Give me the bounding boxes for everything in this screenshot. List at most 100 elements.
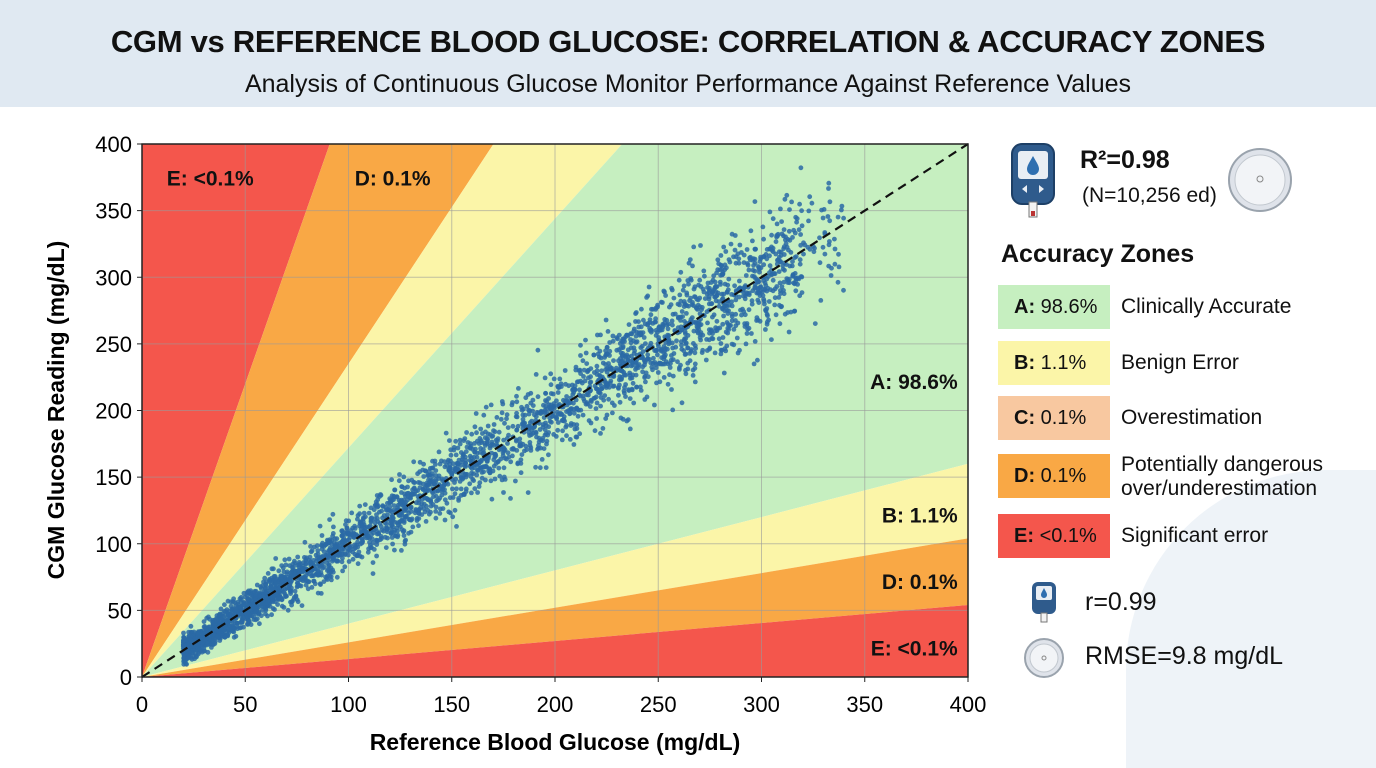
scatter-point (455, 445, 461, 451)
scatter-point (631, 400, 637, 406)
scatter-point (551, 401, 557, 406)
scatter-point (697, 277, 703, 283)
scatter-point (559, 437, 565, 443)
scatter-point (350, 549, 355, 555)
scatter-point (516, 386, 521, 391)
scatter-point (346, 547, 351, 552)
scatter-point (517, 443, 523, 449)
scatter-point (662, 317, 668, 322)
scatter-point (453, 452, 459, 458)
scatter-point (711, 273, 717, 279)
scatter-point (645, 352, 651, 358)
scatter-point (687, 298, 692, 303)
scatter-point (762, 301, 767, 307)
scatter-point (716, 261, 722, 267)
scatter-point (628, 345, 634, 351)
scatter-point (389, 477, 394, 483)
scatter-point (499, 410, 505, 416)
scatter-point (492, 429, 498, 435)
scatter-point (563, 381, 568, 387)
scatter-point (668, 302, 674, 307)
scatter-point (574, 434, 580, 440)
scatter-point (782, 196, 788, 202)
scatter-point (472, 424, 478, 430)
scatter-point (549, 406, 554, 412)
scatter-point (821, 207, 827, 212)
scatter-point (321, 549, 327, 554)
scatter-point (669, 318, 675, 324)
scatter-point (646, 284, 652, 290)
scatter-point (665, 332, 671, 338)
scatter-point (699, 350, 705, 355)
scatter-point (504, 456, 509, 462)
scatter-point (408, 529, 414, 535)
scatter-point (781, 291, 787, 297)
scatter-point (792, 255, 798, 260)
scatter-point (355, 552, 360, 558)
scatter-point (279, 563, 285, 568)
scatter-point (661, 375, 667, 380)
scatter-point (718, 351, 724, 357)
scatter-point (811, 249, 817, 255)
scatter-point (283, 562, 289, 568)
scatter-point (776, 254, 782, 260)
scatter-point (472, 486, 478, 492)
scatter-point (481, 412, 487, 418)
scatter-point (323, 542, 329, 548)
scatter-point (533, 464, 538, 470)
scatter-point (455, 461, 461, 466)
scatter-point (408, 504, 414, 510)
rmse-value: RMSE=9.8 mg/dL (1085, 642, 1284, 670)
scatter-point (367, 539, 372, 545)
scatter-point (826, 180, 832, 186)
scatter-point (835, 214, 841, 220)
scatter-point (388, 520, 393, 526)
scatter-point (334, 574, 340, 580)
scatter-point (799, 208, 804, 214)
sample-size: (N=10,256 ed) (1082, 184, 1217, 207)
scatter-point (786, 329, 792, 335)
scatter-point (494, 441, 499, 447)
scatter-point (358, 541, 363, 547)
scatter-point (375, 504, 380, 510)
scatter-point (539, 457, 545, 462)
legend-item-c: C: 0.1% Overestimation (998, 396, 1368, 440)
scatter-point (832, 246, 838, 252)
scatter-point (256, 592, 262, 598)
scatter-point (751, 361, 757, 367)
scatter-point (281, 605, 287, 610)
scatter-point (786, 247, 791, 253)
scatter-point (670, 407, 676, 413)
scatter-point (501, 465, 507, 471)
legend-item-a: A: 98.6% Clinically Accurate (998, 285, 1368, 329)
scatter-point (644, 295, 649, 300)
scatter-point (776, 269, 782, 274)
scatter-point (391, 530, 396, 535)
scatter-point (720, 321, 726, 327)
scatter-point (542, 427, 548, 433)
scatter-point (703, 357, 709, 363)
scatter-point (204, 640, 210, 646)
scatter-point (733, 323, 739, 329)
scatter-point (817, 235, 822, 241)
scatter-point (389, 497, 395, 503)
scatter-point (327, 517, 332, 522)
scatter-point (568, 421, 574, 426)
scatter-point (495, 436, 501, 441)
scatter-point (622, 390, 627, 396)
scatter-point (514, 448, 520, 453)
scatter-point (426, 482, 431, 488)
scatter-point (781, 227, 787, 233)
scatter-point (724, 265, 729, 271)
scatter-point (774, 221, 780, 227)
scatter-point (398, 499, 403, 505)
scatter-point (779, 284, 785, 289)
scatter-point (685, 333, 691, 338)
glucose-meter-icon (1011, 143, 1055, 218)
scatter-point (432, 458, 438, 464)
scatter-point (369, 532, 374, 538)
scatter-point (749, 298, 755, 304)
scatter-point (615, 336, 620, 342)
scatter-point (607, 348, 613, 354)
scatter-point (464, 430, 469, 435)
